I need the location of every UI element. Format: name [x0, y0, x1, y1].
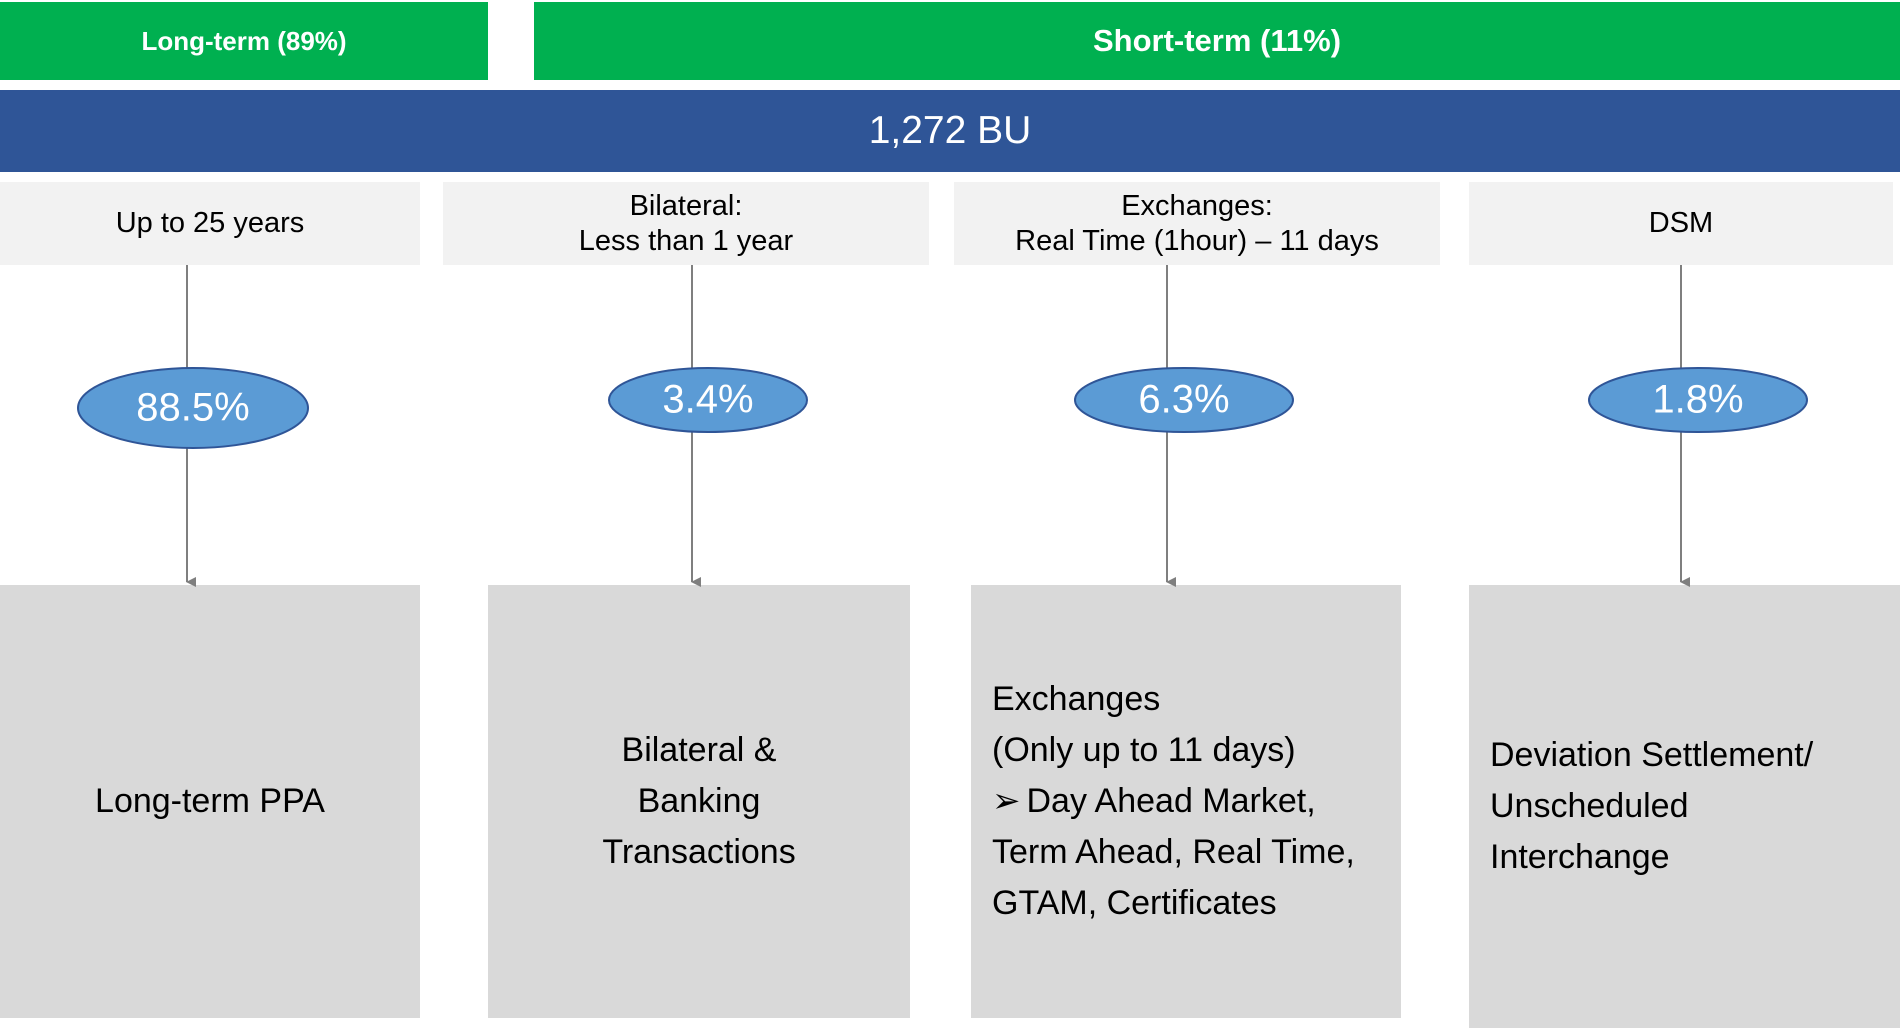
share-ellipse: [77, 367, 309, 449]
total-band: 1,272 BU: [0, 90, 1900, 172]
period-header: Up to 25 years: [0, 182, 420, 265]
period-line: DSM: [1648, 207, 1714, 240]
period-line: Up to 25 years: [115, 207, 305, 240]
share-ellipse: [608, 367, 808, 433]
box-line: Bilateral &: [621, 731, 777, 769]
long-term-label: Long-term (89%): [141, 25, 347, 56]
share-ellipse: [1074, 367, 1294, 433]
long-term-band: Long-term (89%): [0, 2, 488, 80]
segment-box: Bilateral & Banking Transactions: [488, 585, 910, 1018]
box-text: Deviation Settlement/ Unscheduled Interc…: [1490, 730, 1876, 883]
bullet-item: Day Ahead Market, Term Ahead, Real Time,…: [992, 776, 1383, 929]
period-line: Bilateral:: [629, 189, 743, 222]
box-text: Long-term PPA: [20, 776, 400, 827]
total-label: 1,272 BU: [868, 109, 1032, 152]
period-line: Exchanges:: [1121, 189, 1273, 222]
box-line: Long-term PPA: [95, 782, 325, 820]
share-label: 3.4%: [662, 378, 753, 422]
period-header: Exchanges: Real Time (1hour) – 11 days: [954, 182, 1440, 265]
box-line: Exchanges: [992, 680, 1161, 718]
share-label: 6.3%: [1138, 378, 1229, 422]
period-line: Less than 1 year: [578, 224, 794, 257]
segment-box: Exchanges (Only up to 11 days) Day Ahead M…: [971, 585, 1401, 1018]
period-header: DSM: [1469, 182, 1893, 265]
box-line: Transactions: [602, 833, 796, 871]
box-text: Exchanges (Only up to 11 days) Day Ahead M…: [992, 674, 1383, 929]
short-term-band: Short-term (11%): [534, 2, 1900, 80]
period-header: Bilateral: Less than 1 year: [443, 182, 929, 265]
share-label: 1.8%: [1652, 378, 1743, 422]
segment-box: Deviation Settlement/ Unscheduled Interc…: [1469, 585, 1900, 1028]
share-ellipse: [1588, 367, 1808, 433]
short-term-label: Short-term (11%): [1092, 23, 1342, 58]
period-line: Real Time (1hour) – 11 days: [1015, 224, 1379, 257]
share-label: 88.5%: [136, 386, 249, 430]
box-line: Banking: [637, 782, 761, 820]
segment-box: Long-term PPA: [0, 585, 420, 1018]
box-line: Deviation Settlement/ Unscheduled Interc…: [1490, 736, 1814, 876]
box-text: Bilateral & Banking Transactions: [508, 725, 890, 878]
box-line: (Only up to 11 days): [992, 731, 1296, 769]
